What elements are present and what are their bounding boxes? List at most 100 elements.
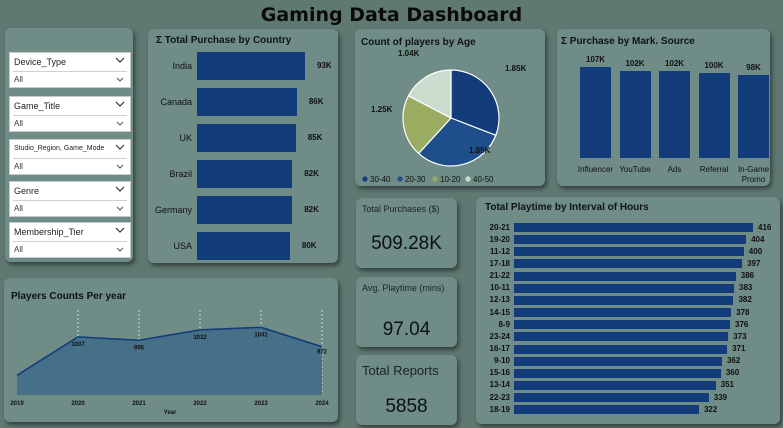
interval-bar xyxy=(514,320,731,330)
point-value-label: 1041 xyxy=(254,332,268,338)
legend-label: 20-30 xyxy=(405,175,426,184)
chevron-down-icon[interactable] xyxy=(115,185,125,193)
card-title: Σ Total Purchase by Country xyxy=(156,35,292,46)
card-title: Σ Purchase by Mark. Source xyxy=(561,36,695,47)
slicer-label: Studio_Region, Game_Mode xyxy=(14,145,105,152)
slicer-value[interactable]: All xyxy=(14,119,23,128)
purchase-by-source-card: Σ Purchase by Mark. Source 107K Influence… xyxy=(557,29,770,186)
chevron-down-icon[interactable] xyxy=(115,226,125,234)
slicer-value[interactable]: All xyxy=(14,162,23,171)
pie-value-label: 1.85K xyxy=(505,64,527,73)
x-axis-label: Year xyxy=(164,410,177,416)
chevron-down-icon[interactable] xyxy=(116,206,124,212)
country-label: Brazil xyxy=(169,169,192,179)
interval-label: 15-16 xyxy=(489,368,510,378)
interval-value-label: 386 xyxy=(740,271,755,281)
interval-label: 13-14 xyxy=(489,380,510,390)
point-value-label: 1007 xyxy=(71,342,85,348)
legend-marker xyxy=(397,176,403,182)
slicer-genre[interactable]: Genre All xyxy=(9,181,131,217)
interval-bar xyxy=(514,308,732,318)
interval-bar xyxy=(514,405,699,415)
interval-bar xyxy=(514,259,743,269)
legend-marker xyxy=(362,176,368,182)
interval-bar xyxy=(514,295,734,305)
country-bar xyxy=(197,52,305,80)
country-value-label: 82K xyxy=(304,169,319,178)
legend-label: 10-20 xyxy=(440,175,461,184)
chevron-down-icon[interactable] xyxy=(116,121,124,127)
interval-label: 8-9 xyxy=(498,319,510,329)
total-reports-card: Total Reports 5858 xyxy=(356,355,457,425)
chevron-down-icon[interactable] xyxy=(115,56,125,64)
country-value-label: 93K xyxy=(317,61,332,70)
source-bar xyxy=(619,71,651,158)
country-label: UK xyxy=(179,133,192,143)
interval-value-label: 376 xyxy=(735,319,749,329)
interval-bar xyxy=(514,283,735,293)
interval-value-label: 371 xyxy=(732,344,746,353)
country-bar xyxy=(197,88,297,116)
chevron-down-icon[interactable] xyxy=(115,100,125,108)
interval-bar xyxy=(514,332,729,342)
x-tick-label: 2019 xyxy=(10,401,24,407)
pie-slice xyxy=(407,69,452,119)
slicer-value[interactable]: All xyxy=(14,204,23,213)
interval-value-label: 362 xyxy=(726,356,741,366)
interval-value-label: 378 xyxy=(736,307,750,317)
kpi-value: 509.28K xyxy=(371,233,442,254)
kpi-value: 97.04 xyxy=(382,319,431,340)
legend-label: 30-40 xyxy=(370,175,391,184)
interval-label: 12-13 xyxy=(489,295,510,305)
slicer-value[interactable]: All xyxy=(14,75,23,84)
slicer-studio-region-game-mode[interactable]: Studio_Region, Game_Mode All xyxy=(9,139,131,175)
source-value-label: 98K xyxy=(746,62,761,72)
slicer-label: Genre xyxy=(14,186,40,196)
country-label: Germany xyxy=(154,205,192,215)
interval-label: 23-24 xyxy=(489,331,510,341)
source-value-label: 100K xyxy=(704,60,724,70)
interval-value-label: 404 xyxy=(751,234,765,244)
interval-value-label: 397 xyxy=(747,258,761,268)
source-category-label: Referral xyxy=(699,165,729,174)
source-bar xyxy=(738,74,769,158)
interval-value-label: 373 xyxy=(733,331,747,341)
source-category-label: Ads xyxy=(667,165,682,174)
pie-slice xyxy=(402,95,452,155)
slicer-value[interactable]: All xyxy=(14,245,23,254)
avg-playtime-card: Avg. Playtime (mins) 97.04 xyxy=(356,277,457,347)
interval-label: 16-17 xyxy=(489,344,510,353)
country-label: Canada xyxy=(160,97,192,107)
point-value-label: 1032 xyxy=(193,335,207,341)
chevron-down-icon[interactable] xyxy=(116,164,124,170)
purchase-by-country-card: Σ Total Purchase by Country India 93K Cana… xyxy=(148,29,338,263)
slicer-device-type[interactable]: Device_Type All xyxy=(9,52,131,88)
chevron-down-icon[interactable] xyxy=(116,77,124,83)
pie-slice xyxy=(450,69,500,137)
kpi-label: Total Reports xyxy=(362,363,439,378)
slicer-membership-tier[interactable]: Membership_Tier All xyxy=(9,222,131,258)
slicer-divider xyxy=(13,158,127,159)
interval-value-label: 416 xyxy=(758,222,772,232)
source-bar xyxy=(580,67,611,158)
players-area-chart: 2019 1007 2020 995 2021 1032 2022 1041 2023 972 20… xyxy=(10,310,329,416)
slicer-label: Device_Type xyxy=(14,57,67,67)
country-bar xyxy=(197,232,290,260)
interval-label: 14-15 xyxy=(489,307,510,317)
slicer-divider xyxy=(13,71,127,72)
country-bar xyxy=(197,196,293,224)
x-tick-label: 2024 xyxy=(315,401,329,407)
interval-label: 18-19 xyxy=(489,404,510,414)
kpi-label: Avg. Playtime (mins) xyxy=(362,283,445,293)
slicer-game-title[interactable]: Game_Title All xyxy=(9,96,131,132)
pie-slice xyxy=(417,117,497,167)
chevron-down-icon[interactable] xyxy=(115,143,125,151)
interval-label: 9-10 xyxy=(493,356,510,366)
pie-value-label: 1.85K xyxy=(469,146,491,155)
x-tick-label: 2023 xyxy=(254,401,268,407)
interval-bar xyxy=(514,247,744,257)
point-value-label: 972 xyxy=(317,350,328,356)
slicer-divider xyxy=(13,115,127,116)
chevron-down-icon[interactable] xyxy=(116,247,124,253)
pie-value-label: 1.25K xyxy=(371,105,393,114)
